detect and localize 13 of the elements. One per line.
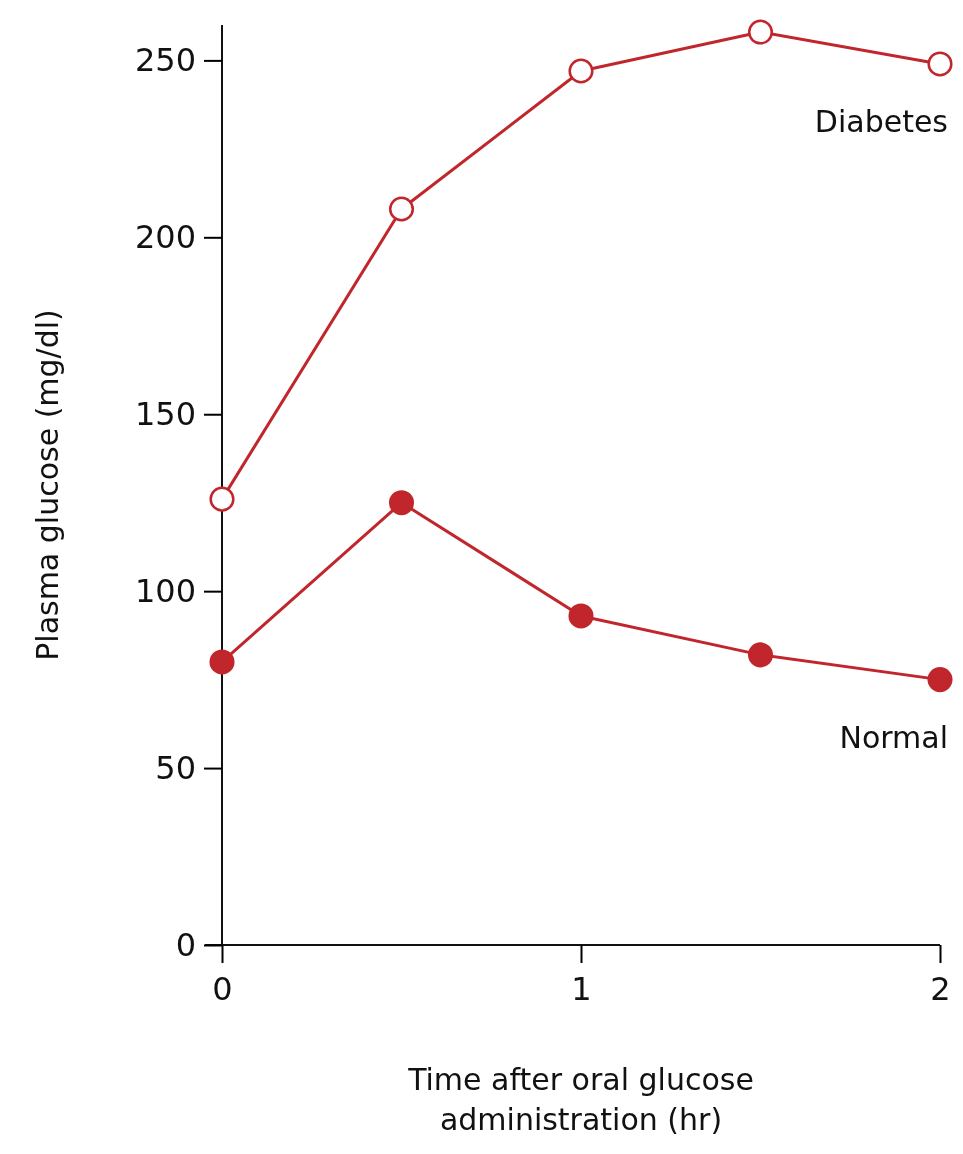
series-label: Diabetes [814, 103, 948, 139]
y-axis-title: Plasma glucose (mg/dl) [30, 309, 65, 661]
y-tick-label: 100 [134, 571, 196, 610]
x-tick-label: 2 [930, 969, 951, 1008]
series-label: Normal [839, 719, 948, 755]
y-tick-label: 50 [155, 748, 196, 787]
x-tick-label: 1 [571, 969, 592, 1008]
y-tick-label: 150 [134, 394, 196, 433]
x-axis-title: Time after oral glucose administration (hr) [407, 1062, 754, 1137]
y-tick-label: 250 [134, 41, 196, 80]
y-tick-label: 0 [175, 925, 196, 964]
y-tick-label: 200 [134, 218, 196, 257]
x-tick-label: 0 [212, 969, 233, 1008]
